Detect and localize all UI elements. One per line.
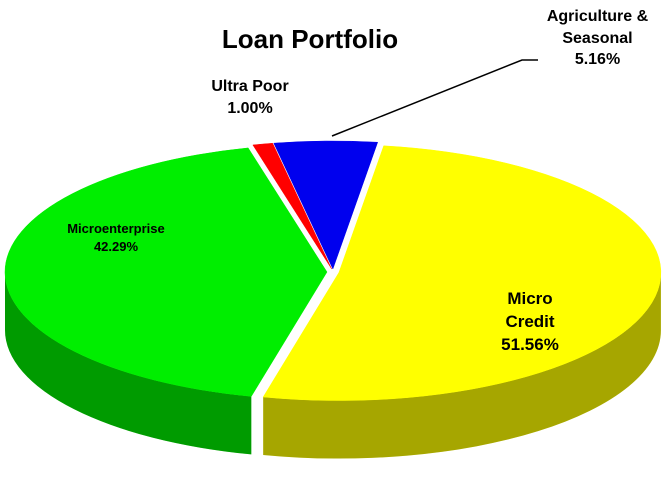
slice — [273, 140, 379, 270]
chart-title: Loan Portfolio — [222, 24, 398, 54]
pie-tops — [4, 140, 662, 401]
slice — [4, 147, 328, 397]
slice-side — [263, 272, 661, 459]
value-label: 51.56% — [501, 334, 559, 354]
value-label: 1.00% — [227, 99, 273, 117]
category-label: Agriculture & Seasonal — [546, 8, 649, 47]
category-label: Microenterprise — [67, 221, 165, 236]
slice-label: Microenterprise 42.29% — [62, 220, 170, 255]
slice-side-shade — [263, 272, 661, 459]
slice — [252, 142, 332, 270]
slice — [262, 145, 662, 401]
category-label: Ultra Poor — [211, 78, 289, 95]
slice-label: Micro Credit 51.56% — [470, 288, 590, 357]
slice-label: Ultra Poor 1.00% — [190, 76, 310, 119]
slice-side — [5, 272, 252, 455]
category-label: Micro Credit — [505, 289, 555, 331]
value-label: 5.16% — [574, 51, 621, 69]
pie-sides — [5, 272, 661, 459]
slice-side-shade — [5, 272, 252, 455]
slice-label: Agriculture & Seasonal 5.16% — [530, 6, 665, 71]
leader-line — [331, 59, 538, 137]
value-label: 42.29% — [93, 238, 139, 254]
